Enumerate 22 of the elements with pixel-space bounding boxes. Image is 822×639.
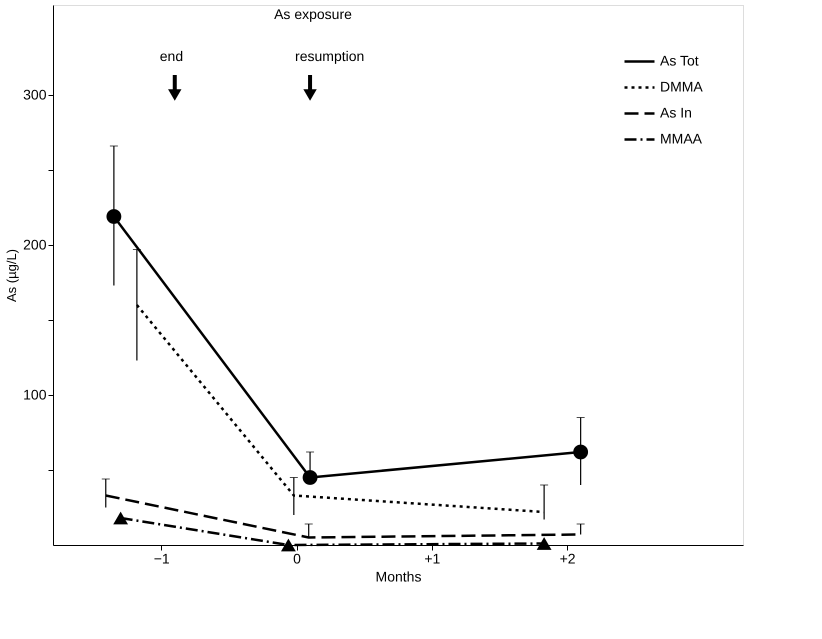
legend-label: MMAA bbox=[660, 130, 703, 146]
point bbox=[106, 209, 122, 224]
annotation: resumption bbox=[295, 48, 364, 64]
x-tick-label: −1 bbox=[154, 550, 170, 566]
x-tick-label: +1 bbox=[424, 550, 441, 566]
legend-label: DMMA bbox=[660, 78, 704, 94]
y-tick-label: 100 bbox=[23, 386, 47, 402]
point bbox=[536, 537, 552, 550]
x-axis-title: Months bbox=[376, 568, 422, 584]
y-tick-label: 300 bbox=[23, 86, 47, 102]
y-axis-title: As (µg/L) bbox=[4, 248, 20, 302]
y-tick-label: 200 bbox=[23, 236, 47, 252]
annotation: end bbox=[160, 48, 184, 64]
x-tick-label: 0 bbox=[293, 550, 302, 566]
annotation: As exposure bbox=[274, 6, 352, 22]
point bbox=[573, 444, 588, 460]
legend-label: As In bbox=[660, 104, 692, 120]
point bbox=[280, 538, 296, 552]
x-tick-label: +2 bbox=[560, 550, 576, 566]
point bbox=[302, 470, 318, 485]
legend-label: As Tot bbox=[660, 52, 699, 68]
point bbox=[113, 512, 128, 524]
